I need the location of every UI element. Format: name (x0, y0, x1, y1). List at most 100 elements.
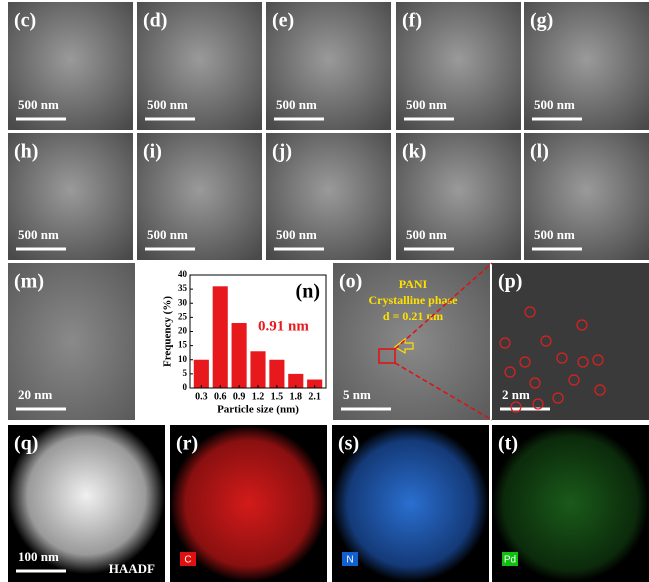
element-label: C (184, 555, 191, 566)
panel-label: (p) (498, 271, 522, 293)
scale-bar-label: 5 nm (343, 387, 371, 402)
x-tick-label: 1.8 (290, 391, 303, 402)
atom-marker (499, 337, 511, 349)
panel-label: (k) (402, 141, 426, 163)
x-tick-label: 1.5 (271, 391, 284, 402)
micrograph (333, 263, 490, 420)
x-tick-label: 0.9 (233, 391, 246, 402)
scale-bar-label: 500 nm (147, 227, 188, 242)
panel-label: (g) (530, 10, 553, 32)
x-tick-label: 0.3 (195, 391, 208, 402)
micrograph (266, 133, 391, 260)
scale-bar-label: 500 nm (18, 97, 59, 112)
panel-label: (d) (143, 10, 167, 32)
zoom-line (394, 362, 493, 421)
element-label: N (346, 555, 353, 566)
y-tick-label: 15 (178, 340, 188, 350)
scale-bar-label: 100 nm (18, 549, 59, 564)
y-tick-label: 0 (183, 382, 188, 392)
atom-marker (576, 319, 588, 331)
atom-marker (577, 356, 589, 368)
atom-marker (524, 306, 536, 318)
scale-bar-label: 500 nm (406, 227, 447, 242)
micrograph (524, 133, 649, 260)
panel-label: (c) (14, 10, 36, 32)
micrograph (266, 2, 391, 130)
panel-label: (t) (498, 433, 518, 455)
scale-bar-label: 500 nm (276, 97, 317, 112)
panel-label: (e) (272, 10, 294, 32)
panel-label: (j) (272, 141, 292, 163)
x-tick-label: 1.2 (252, 391, 265, 402)
atom-marker (540, 335, 552, 347)
atom-marker (532, 398, 544, 410)
atom-marker (594, 384, 606, 396)
micrograph (524, 2, 649, 130)
bar (212, 286, 228, 388)
bar (193, 359, 209, 388)
scale-bar-label: 500 nm (534, 227, 575, 242)
micrograph (492, 425, 649, 582)
atom-marker (510, 401, 522, 413)
micrograph (396, 2, 521, 130)
atom-marker (519, 356, 531, 368)
y-tick-label: 25 (178, 311, 188, 321)
scale-bar-label: 2 nm (502, 387, 530, 402)
bar (269, 359, 285, 388)
y-tick-label: 40 (178, 269, 188, 279)
panel-label: (s) (338, 433, 359, 455)
scale-bar-label: 500 nm (147, 97, 188, 112)
bar (307, 379, 323, 388)
histogram: 0 5 10 15 20 25 30 35 40 0.3 0.6 0.9 1.2 1.5 1.8 2.1 Par… (138, 263, 331, 420)
y-tick-label: 35 (178, 283, 188, 293)
element-tag (502, 552, 518, 566)
bar (231, 323, 247, 388)
scale-bar-label: 20 nm (18, 387, 52, 402)
x-tick-label: 0.6 (214, 391, 227, 402)
annotation: PANI (399, 277, 428, 291)
y-tick-label: 10 (178, 354, 188, 364)
annotation: 0.91 nm (258, 318, 309, 334)
panel-label: (n) (296, 281, 320, 303)
micrograph (8, 2, 133, 130)
bar (250, 351, 266, 388)
y-tick-label: 20 (178, 326, 188, 336)
atom-marker (556, 352, 568, 364)
micrograph (170, 425, 327, 582)
panel-label: (q) (14, 433, 38, 455)
micrograph (492, 263, 649, 420)
annotation: Crystalline phase (368, 293, 458, 307)
micrograph (8, 425, 165, 582)
atom-marker (504, 366, 516, 378)
signal-label: HAADF (109, 561, 155, 576)
element-tag (342, 552, 358, 566)
zoom-line (394, 262, 493, 350)
scale-bar-label: 500 nm (534, 97, 575, 112)
atom-marker (568, 374, 580, 386)
arrow (393, 337, 414, 355)
bar (288, 373, 304, 388)
panel-label: (i) (143, 141, 162, 163)
panel-label: (l) (530, 141, 549, 163)
atom-marker (592, 354, 604, 366)
element-tag (180, 552, 196, 566)
micrograph (8, 263, 135, 420)
atom-marker (529, 377, 541, 389)
panel-label: (r) (176, 433, 198, 455)
scale-bar-label: 500 nm (406, 97, 447, 112)
micrograph (137, 2, 262, 130)
zoom-box (378, 348, 396, 364)
x-tick-label: 2.1 (308, 391, 321, 402)
scale-bar-label: 500 nm (18, 227, 59, 242)
y-tick-label: 5 (183, 368, 188, 378)
y-axis-label: Frequency (%) (162, 296, 174, 367)
element-label: Pd (504, 555, 516, 566)
micrograph (332, 425, 489, 582)
panel-label: (m) (14, 271, 44, 293)
annotation: d = 0.21 nm (383, 309, 443, 323)
scale-bar-label: 500 nm (276, 227, 317, 242)
micrograph (8, 133, 133, 260)
panel-label: (o) (339, 271, 362, 293)
atom-marker (552, 392, 564, 404)
